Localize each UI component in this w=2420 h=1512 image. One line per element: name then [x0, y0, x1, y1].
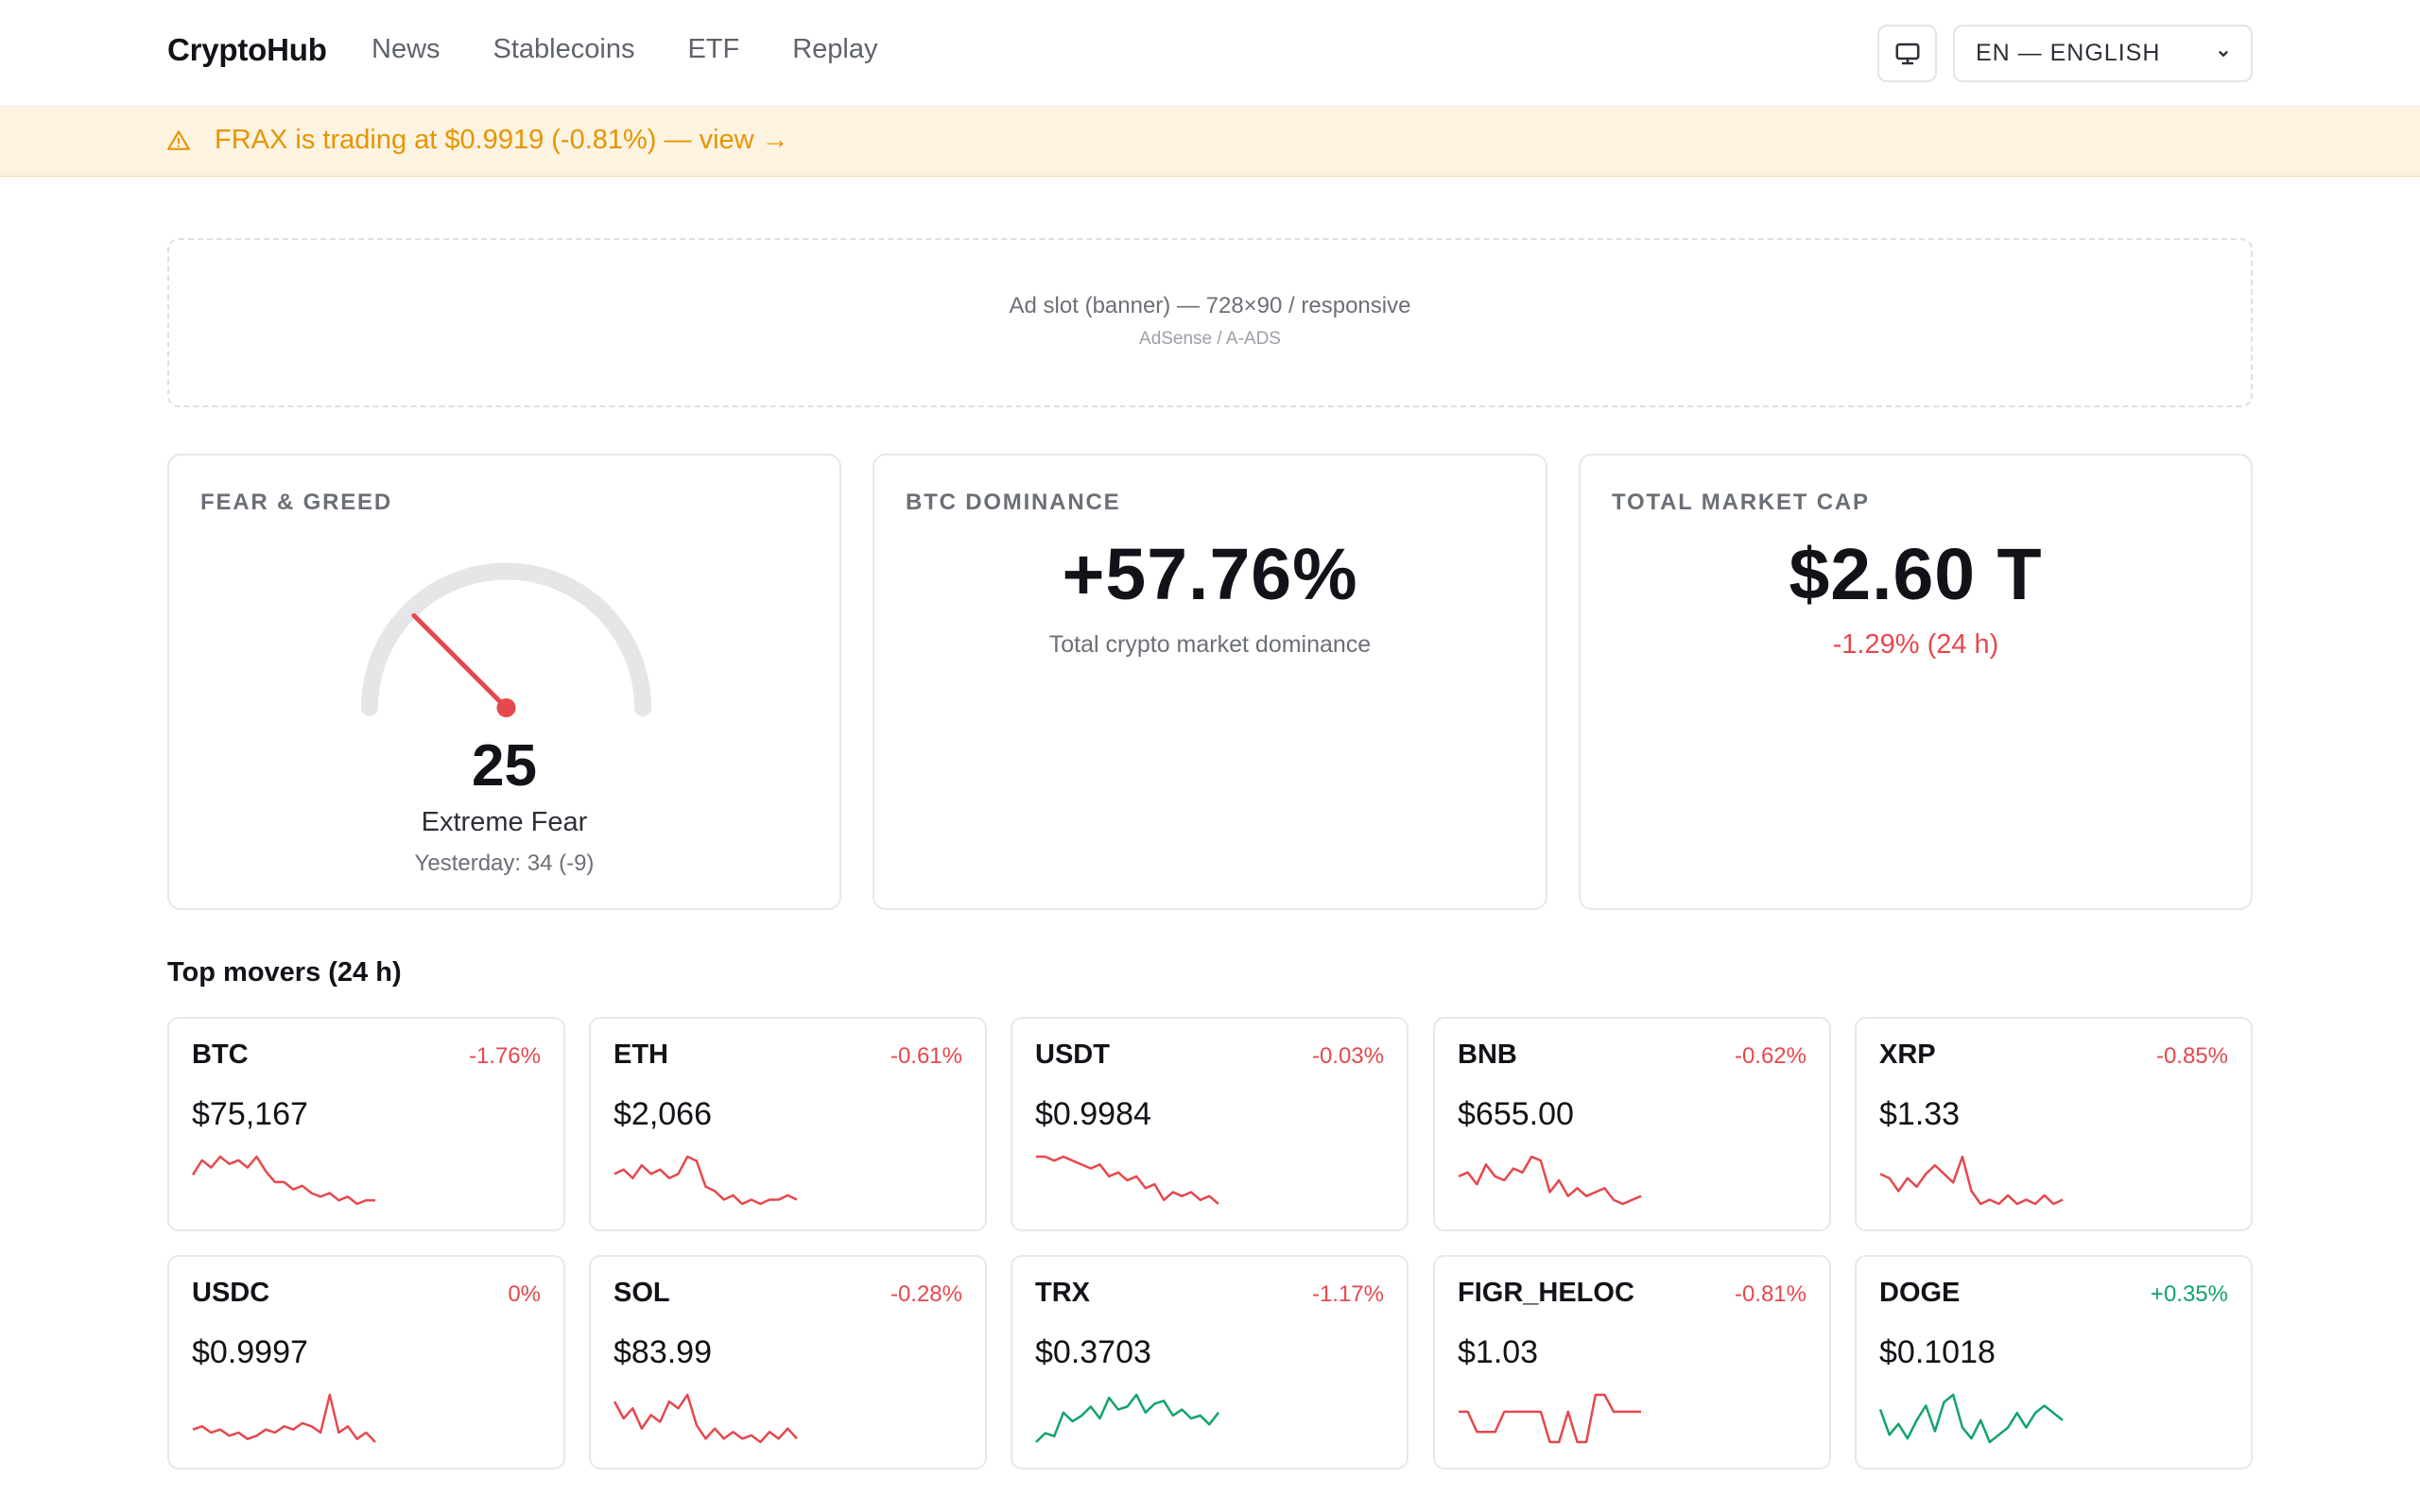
alert-link[interactable]: FRAX is trading at $0.9919 (-0.81%) — vi… — [215, 125, 789, 155]
mover-change: -1.17% — [1311, 1281, 1384, 1307]
mover-sparkline — [192, 1393, 376, 1443]
mover-sparkline — [1036, 1155, 1219, 1205]
mover-change: +0.35% — [2150, 1281, 2228, 1307]
mover-change: -0.81% — [1734, 1281, 1806, 1307]
mover-price: $655.00 — [1458, 1096, 1574, 1132]
mover-price: $1.03 — [1458, 1334, 1539, 1370]
fear-greed-card: FEAR & GREED 25 Extreme Fear Yesterday: … — [167, 454, 841, 910]
sparkline-path — [1458, 1155, 1642, 1206]
mover-sparkline — [1459, 1393, 1641, 1444]
mover-sparkline — [192, 1155, 375, 1206]
mover-sparkline — [1879, 1393, 2064, 1444]
mover-card[interactable]: BNB -0.62% $655.00 — [1433, 1017, 1831, 1231]
mover-symbol: BNB — [1458, 1040, 1517, 1070]
mover-symbol: DOGE — [1879, 1278, 1961, 1308]
ad-slot-banner: Ad slot (banner) — 728×90 / responsive A… — [167, 238, 2253, 407]
sparkline-path — [1879, 1155, 2064, 1206]
mover-change: -1.76% — [468, 1043, 541, 1069]
mover-change: 0% — [508, 1281, 541, 1307]
btc-dominance-label: BTC DOMINANCE — [906, 490, 1121, 515]
mover-price: $0.9984 — [1035, 1096, 1151, 1132]
market-cap-change: -1.29% (24 h) — [1832, 629, 1999, 660]
mover-card[interactable]: FIGR_HELOC -0.81% $1.03 — [1433, 1255, 1831, 1469]
top-navbar: CryptoHub News Stablecoins ETF Replay EN… — [0, 0, 2420, 107]
mover-symbol: FIGR_HELOC — [1458, 1278, 1634, 1308]
mover-card[interactable]: BTC -1.76% $75,167 — [167, 1017, 565, 1231]
language-select-value: EN — ENGLISH — [1976, 40, 2161, 66]
ad-slot-title: Ad slot (banner) — 728×90 / responsive — [1009, 293, 1411, 318]
mover-symbol: USDT — [1035, 1040, 1110, 1070]
mover-symbol: SOL — [614, 1278, 670, 1308]
mover-sparkline — [1879, 1155, 2064, 1206]
depeg-alert-banner: FRAX is trading at $0.9919 (-0.81%) — vi… — [0, 107, 2420, 177]
mover-card[interactable]: DOGE +0.35% $0.1018 — [1855, 1255, 2253, 1469]
mover-sparkline — [1035, 1393, 1219, 1443]
mover-price: $0.3703 — [1035, 1334, 1151, 1370]
nav-replay[interactable]: Replay — [792, 34, 878, 64]
mover-change: -0.03% — [1311, 1043, 1384, 1069]
market-cap-value: $2.60 T — [1789, 534, 2043, 615]
mover-change: -0.62% — [1734, 1043, 1806, 1069]
market-cap-label: TOTAL MARKET CAP — [1612, 490, 1870, 515]
sparkline-path — [1036, 1155, 1219, 1205]
fear-greed-value: 25 — [472, 733, 537, 799]
theme-toggle-button[interactable] — [1877, 25, 1937, 82]
brand-logo[interactable]: CryptoHub — [167, 32, 327, 67]
chevron-down-icon — [2219, 51, 2228, 57]
mover-price: $83.99 — [614, 1334, 712, 1370]
mover-sparkline — [1458, 1155, 1642, 1206]
mover-symbol: XRP — [1879, 1040, 1936, 1070]
top-movers-title: Top movers (24 h) — [167, 957, 402, 988]
mover-price: $0.1018 — [1879, 1334, 1996, 1370]
mover-change: -0.61% — [890, 1043, 962, 1069]
mover-symbol: TRX — [1035, 1278, 1090, 1308]
fear-greed-classification: Extreme Fear — [421, 807, 588, 837]
mover-card[interactable]: ETH -0.61% $2,066 — [589, 1017, 987, 1231]
sparkline-path — [614, 1393, 798, 1444]
nav-etf[interactable]: ETF — [687, 34, 740, 64]
warning-icon — [167, 130, 190, 150]
sparkline-path — [192, 1393, 376, 1443]
nav-news[interactable]: News — [372, 34, 441, 64]
sparkline-path — [192, 1155, 375, 1206]
gauge-track — [361, 562, 651, 716]
mover-change: -0.28% — [890, 1281, 962, 1307]
fear-greed-label: FEAR & GREED — [200, 490, 392, 515]
sparkline-path — [614, 1155, 798, 1206]
fear-greed-yesterday: Yesterday: 34 (-9) — [414, 850, 595, 876]
btc-dominance-card: BTC DOMINANCE +57.76% Total crypto marke… — [873, 454, 1547, 910]
main-nav: News Stablecoins ETF Replay — [372, 34, 931, 65]
sparkline-path — [1035, 1393, 1219, 1443]
mover-change: -0.85% — [2155, 1043, 2228, 1069]
ad-slot-subtitle: AdSense / A-ADS — [1139, 329, 1281, 349]
mover-symbol: BTC — [192, 1040, 249, 1070]
mover-price: $75,167 — [192, 1096, 308, 1132]
btc-dominance-caption: Total crypto market dominance — [1048, 631, 1372, 658]
monitor-icon — [1895, 43, 1919, 64]
sparkline-path — [1459, 1393, 1641, 1444]
sparkline-path — [1879, 1393, 2064, 1444]
fear-greed-gauge — [361, 562, 651, 717]
mover-card[interactable]: SOL -0.28% $83.99 — [589, 1255, 987, 1469]
gauge-pivot — [496, 698, 516, 717]
mover-symbol: ETH — [614, 1040, 668, 1070]
mover-sparkline — [614, 1155, 798, 1206]
mover-card[interactable]: USDT -0.03% $0.9984 — [1011, 1017, 1409, 1231]
btc-dominance-value: +57.76% — [1062, 534, 1358, 615]
mover-card[interactable]: USDC 0% $0.9997 — [167, 1255, 565, 1469]
mover-sparkline — [614, 1393, 798, 1444]
mover-price: $0.9997 — [192, 1334, 308, 1370]
mover-symbol: USDC — [192, 1278, 270, 1308]
mover-card[interactable]: TRX -1.17% $0.3703 — [1011, 1255, 1409, 1469]
language-select[interactable]: EN — ENGLISH — [1953, 25, 2253, 82]
nav-stablecoins[interactable]: Stablecoins — [493, 34, 635, 64]
mover-card[interactable]: XRP -0.85% $1.33 — [1855, 1017, 2253, 1231]
mover-price: $1.33 — [1879, 1096, 1961, 1132]
gauge-needle — [411, 612, 509, 711]
mover-price: $2,066 — [614, 1096, 712, 1132]
market-cap-card: TOTAL MARKET CAP $2.60 T -1.29% (24 h) — [1579, 454, 2253, 910]
